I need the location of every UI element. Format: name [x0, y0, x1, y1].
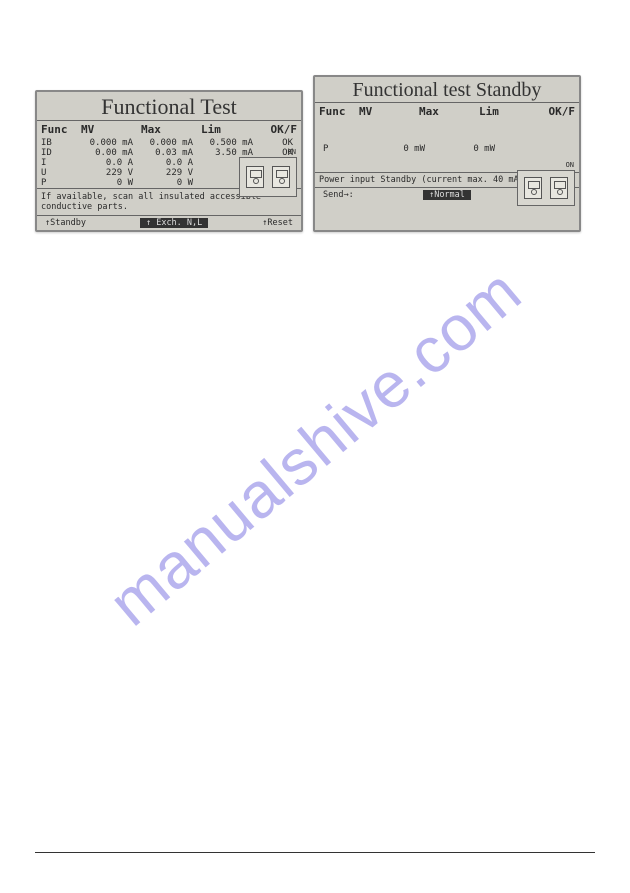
socket-icon: [246, 166, 264, 188]
cell: 0 W: [141, 178, 201, 188]
cell: 0.000 mA: [141, 138, 201, 148]
data-row-p: P 0 mW 0 mW: [319, 144, 575, 154]
send-button[interactable]: Send→:: [319, 190, 358, 200]
header-lim: Lim: [201, 123, 261, 136]
watermark-text: manualshive.com: [95, 253, 536, 639]
row-mv-p: 0 mW: [363, 144, 433, 154]
header-lim-r: Lim: [479, 105, 539, 118]
table-row: IB0.000 mA0.000 mA0.500 mAOK: [37, 138, 301, 148]
functional-test-panel: Functional Test Func MV Max Lim OK/F IB0…: [35, 90, 303, 232]
header-mv-r: MV: [359, 105, 419, 118]
device-icon-r: [550, 177, 568, 199]
footer-row-left: ↑Standby ↑ Exch. N,L ↑Reset: [37, 215, 301, 230]
row-func-p: P: [323, 144, 363, 154]
body-area-right: P 0 mW 0 mW ON: [315, 120, 579, 172]
cell: 0.0 A: [141, 158, 201, 168]
header-max: Max: [141, 123, 201, 136]
functional-test-standby-panel: Functional test Standby Func MV Max Lim …: [313, 75, 581, 232]
cell: OK: [261, 138, 297, 148]
header-max-r: Max: [419, 105, 479, 118]
cell: 0 W: [81, 178, 141, 188]
standby-button[interactable]: ↑Standby: [41, 218, 90, 228]
header-func-r: Func: [319, 105, 359, 118]
device-icon-box-right: ON: [517, 170, 575, 206]
socket-icon-r: [524, 177, 542, 199]
cell: ID: [41, 148, 81, 158]
cell: 229 V: [141, 168, 201, 178]
cell: IB: [41, 138, 81, 148]
cell: U: [41, 168, 81, 178]
device-icon: [272, 166, 290, 188]
header-okf: OK/F: [261, 123, 297, 136]
cell: 229 V: [81, 168, 141, 178]
note-box-left: If available, scan all insulated accessi…: [37, 188, 301, 215]
panels-container: Functional Test Func MV Max Lim OK/F IB0…: [0, 0, 630, 232]
exch-nl-button[interactable]: ↑ Exch. N,L: [140, 218, 208, 228]
on-label-left: ON: [288, 148, 296, 156]
header-row-left: Func MV Max Lim OK/F: [37, 121, 301, 138]
normal-button[interactable]: ↑Normal: [423, 190, 471, 200]
bottom-divider: [35, 852, 595, 853]
panel-title-right: Functional test Standby: [315, 77, 579, 103]
header-func: Func: [41, 123, 81, 136]
row-max-p: 0 mW: [433, 144, 503, 154]
note-text-left: If available, scan all insulated accessi…: [41, 192, 261, 212]
header-okf-r: OK/F: [539, 105, 575, 118]
on-label-right: ON: [566, 161, 574, 169]
header-row-right: Func MV Max Lim OK/F: [315, 103, 579, 120]
cell: 0.00 mA: [81, 148, 141, 158]
cell: 0.500 mA: [201, 138, 261, 148]
panel-title-left: Functional Test: [37, 92, 301, 121]
cell: I: [41, 158, 81, 168]
header-mv: MV: [81, 123, 141, 136]
cell: 0.03 mA: [141, 148, 201, 158]
device-icon-box-left: ON: [239, 157, 297, 197]
reset-button-left[interactable]: ↑Reset: [258, 218, 297, 228]
cell: 0.000 mA: [81, 138, 141, 148]
cell: 0.0 A: [81, 158, 141, 168]
cell: P: [41, 178, 81, 188]
